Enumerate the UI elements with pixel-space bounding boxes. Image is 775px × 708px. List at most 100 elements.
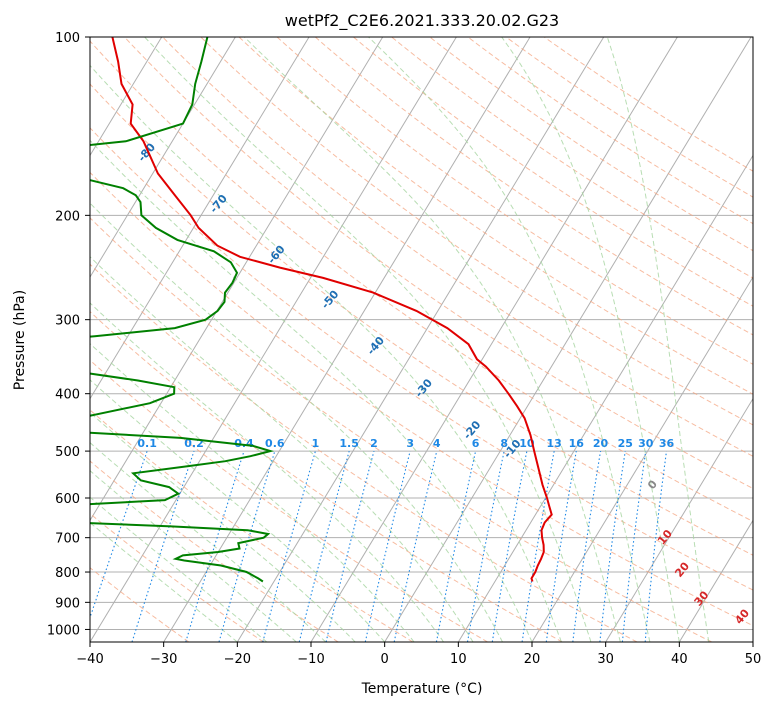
dewpoint-profile-line xyxy=(90,37,275,583)
mixing-ratio-line xyxy=(572,451,602,642)
y-tick-label: 700 xyxy=(55,532,80,547)
moist-adiabat xyxy=(144,37,592,642)
mixing-ratio-label: 8 xyxy=(500,437,508,450)
moist-adiabat xyxy=(90,379,386,642)
y-tick-label: 900 xyxy=(55,596,80,611)
isotherm-line xyxy=(384,37,752,642)
y-tick-label: 100 xyxy=(55,31,80,46)
mixing-ratio-line xyxy=(545,451,577,642)
mixing-ratio-label: 6 xyxy=(472,437,480,450)
dry-adiabat xyxy=(90,127,753,591)
isotherm-line xyxy=(236,37,605,642)
dry-adiabat xyxy=(314,37,753,336)
mixing-ratio-label: 16 xyxy=(569,437,585,450)
moist-adiabat xyxy=(606,37,710,642)
mixing-ratio-label: 20 xyxy=(593,437,609,450)
isotherm-line xyxy=(531,276,753,642)
mixing-ratio-line xyxy=(364,450,411,642)
dry-adiabat xyxy=(90,460,339,642)
dry-adiabat xyxy=(90,263,638,642)
y-tick-label: 500 xyxy=(55,445,80,460)
mixing-ratio-line xyxy=(621,451,647,642)
isotherm-line xyxy=(678,519,753,642)
mixing-ratio-label: 0.4 xyxy=(234,437,254,450)
dry-adiabat xyxy=(429,37,753,252)
x-tick-label: 30 xyxy=(597,652,614,667)
moist-adiabat xyxy=(90,521,238,642)
moist-adiabat xyxy=(90,64,562,642)
plot-area xyxy=(90,37,753,642)
moist-adiabat-label: -90 xyxy=(65,86,88,110)
mixing-ratio-label: 1.5 xyxy=(339,437,359,450)
mixing-ratio-label: 2 xyxy=(370,437,378,450)
moist-adiabat xyxy=(368,37,651,642)
dry-adiabat xyxy=(90,409,414,642)
x-tick-label: −40 xyxy=(76,652,103,667)
isotherm-line xyxy=(605,397,753,642)
dry-adiabat xyxy=(90,310,563,642)
y-axis-label: Pressure (hPa) xyxy=(12,290,28,390)
isotherm-line xyxy=(90,37,457,642)
mixing-ratio-label: 25 xyxy=(618,437,633,450)
mixing-ratio-line xyxy=(131,450,195,642)
mixing-ratio-label: 30 xyxy=(638,437,654,450)
x-tick-label: 40 xyxy=(671,652,688,667)
isotherm-line xyxy=(90,37,163,157)
mixing-ratio-label: 36 xyxy=(659,437,675,450)
chart-title: wetPf2_C2E6.2021.333.20.02.G23 xyxy=(285,11,559,31)
moist-adiabat xyxy=(501,37,680,642)
moist-adiabat xyxy=(90,496,268,642)
moist-adiabat xyxy=(90,202,503,642)
plot-frame xyxy=(89,36,754,643)
moist-adiabat xyxy=(90,256,474,642)
moist-adiabat-label: -100 xyxy=(0,40,21,70)
x-tick-label: −10 xyxy=(297,652,324,667)
mixing-ratio-line xyxy=(325,450,375,642)
mixing-ratio-label: 0.1 xyxy=(137,437,157,450)
dry-adiabat xyxy=(90,83,753,556)
dry-adiabat xyxy=(90,512,264,642)
isotherm-line xyxy=(90,37,310,400)
y-tick-label: 200 xyxy=(55,209,80,224)
dry-adiabat xyxy=(90,217,712,642)
x-tick-label: 20 xyxy=(524,652,541,667)
x-axis-label: Temperature (°C) xyxy=(361,681,483,697)
mixing-ratio-line xyxy=(298,450,350,642)
x-tick-label: −30 xyxy=(150,652,177,667)
dry-adiabat xyxy=(238,37,753,395)
dry-adiabat xyxy=(90,40,753,523)
mixing-ratio-line xyxy=(185,450,245,642)
mixing-ratio-label: 13 xyxy=(547,437,562,450)
dry-adiabat xyxy=(124,37,753,490)
mixing-ratio-line xyxy=(393,450,438,642)
moist-adiabat xyxy=(90,342,415,642)
dry-adiabat xyxy=(353,37,753,307)
mixing-ratio-label: 1 xyxy=(312,437,320,450)
x-tick-label: 0 xyxy=(381,652,389,667)
dry-adiabat xyxy=(162,37,753,457)
moist-adiabat xyxy=(90,470,297,642)
mixing-ratio-label: 4 xyxy=(433,437,441,450)
moist-adiabat xyxy=(90,139,533,642)
mixing-ratio-label: 3 xyxy=(406,437,414,450)
mixing-ratio-line xyxy=(218,450,276,642)
dry-adiabat xyxy=(90,171,753,627)
isotherm-line xyxy=(457,154,753,642)
y-tick-label: 1000 xyxy=(47,623,80,638)
mixing-ratio-line xyxy=(644,451,668,642)
y-tick-label: 600 xyxy=(55,492,80,507)
moist-adiabat xyxy=(90,442,327,642)
mixing-ratio-label: 0.6 xyxy=(265,437,285,450)
x-tick-label: 50 xyxy=(745,652,762,667)
isotherm-line xyxy=(90,37,236,279)
temperature-profile-line xyxy=(111,37,553,582)
dry-adiabat xyxy=(543,37,753,172)
y-tick-label: 800 xyxy=(55,566,80,581)
isotherm-line xyxy=(752,641,753,642)
mixing-ratio-line xyxy=(599,451,626,642)
isotherm-line xyxy=(163,37,531,642)
moist-adiabat xyxy=(90,411,356,642)
x-tick-label: −20 xyxy=(224,652,251,667)
y-tick-label: 300 xyxy=(55,314,80,329)
